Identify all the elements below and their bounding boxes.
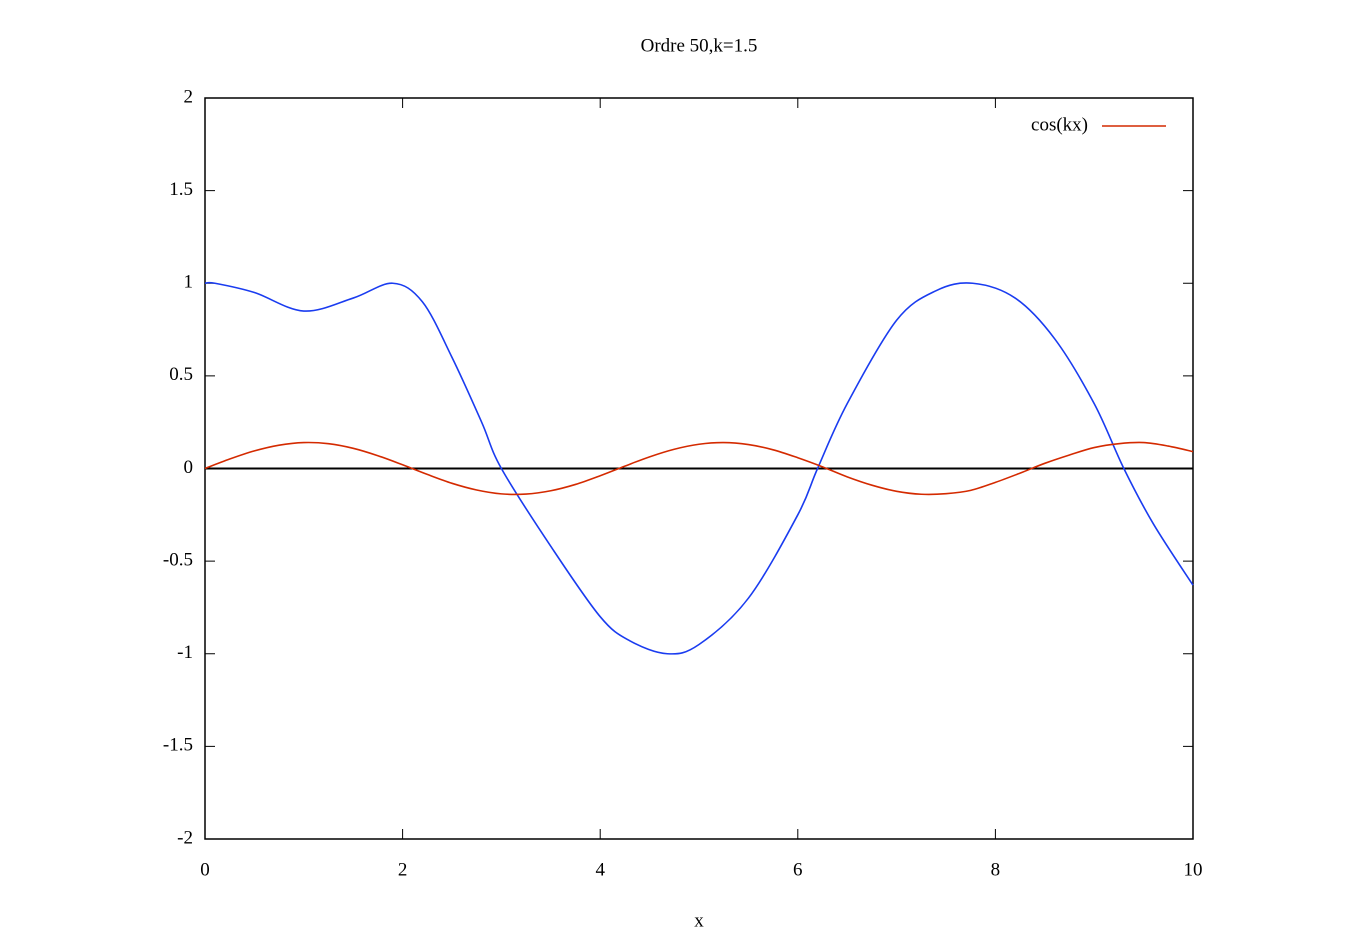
y-tick-label: 1.5 (169, 179, 193, 200)
y-tick-label: -2 (177, 827, 193, 848)
line-series (204, 281, 1194, 655)
x-tick-label: 0 (200, 859, 210, 880)
x-tick-label: 4 (595, 859, 605, 880)
y-tick-label: 0 (184, 457, 194, 478)
line-series (204, 441, 1194, 496)
x-tick-label: 2 (398, 859, 408, 880)
x-axis-label: x (694, 910, 704, 931)
y-tick-label: 0.5 (169, 364, 193, 385)
x-tick-label: 8 (991, 859, 1001, 880)
y-tick-label: -0.5 (163, 549, 193, 570)
y-tick-label: -1 (177, 642, 193, 663)
x-tick-label: 10 (1184, 859, 1203, 880)
y-tick-label: 1 (184, 272, 194, 293)
legend-label: cos(kx) (1031, 114, 1088, 135)
x-tick-label: 6 (793, 859, 803, 880)
chart-title: Ordre 50,k=1.5 (641, 35, 758, 56)
y-tick-label: 2 (184, 86, 194, 107)
y-tick-label: -1.5 (163, 735, 193, 756)
